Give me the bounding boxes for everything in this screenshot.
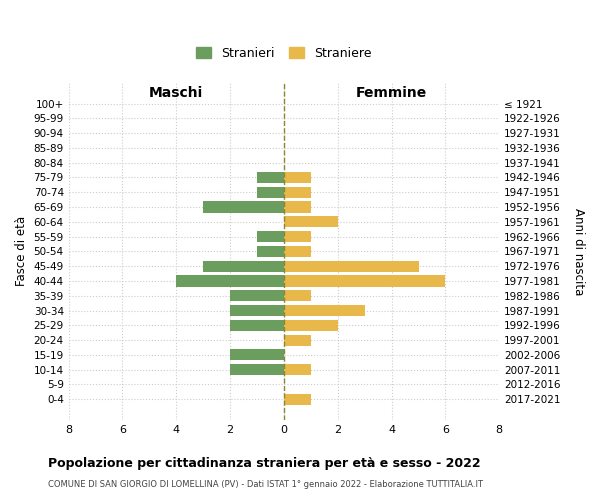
Bar [284,394,311,405]
Bar [203,260,284,272]
Y-axis label: Anni di nascita: Anni di nascita [572,208,585,295]
Bar [257,231,284,242]
Bar [284,202,311,212]
Bar [284,260,419,272]
Bar [257,186,284,198]
Bar [284,290,311,302]
Bar [230,364,284,375]
Bar [230,350,284,360]
Bar [230,305,284,316]
Bar [284,320,338,331]
Text: Popolazione per cittadinanza straniera per età e sesso - 2022: Popolazione per cittadinanza straniera p… [48,458,481,470]
Text: Femmine: Femmine [356,86,427,100]
Bar [203,202,284,212]
Bar [284,172,311,183]
Bar [284,246,311,257]
Bar [230,320,284,331]
Bar [284,305,365,316]
Bar [284,334,311,345]
Bar [284,364,311,375]
Bar [284,231,311,242]
Text: COMUNE DI SAN GIORGIO DI LOMELLINA (PV) - Dati ISTAT 1° gennaio 2022 - Elaborazi: COMUNE DI SAN GIORGIO DI LOMELLINA (PV) … [48,480,483,489]
Bar [284,216,338,228]
Text: Maschi: Maschi [149,86,203,100]
Bar [176,276,284,286]
Legend: Stranieri, Straniere: Stranieri, Straniere [191,42,377,64]
Bar [230,290,284,302]
Bar [257,172,284,183]
Y-axis label: Fasce di età: Fasce di età [15,216,28,286]
Bar [284,186,311,198]
Bar [257,246,284,257]
Bar [284,276,445,286]
